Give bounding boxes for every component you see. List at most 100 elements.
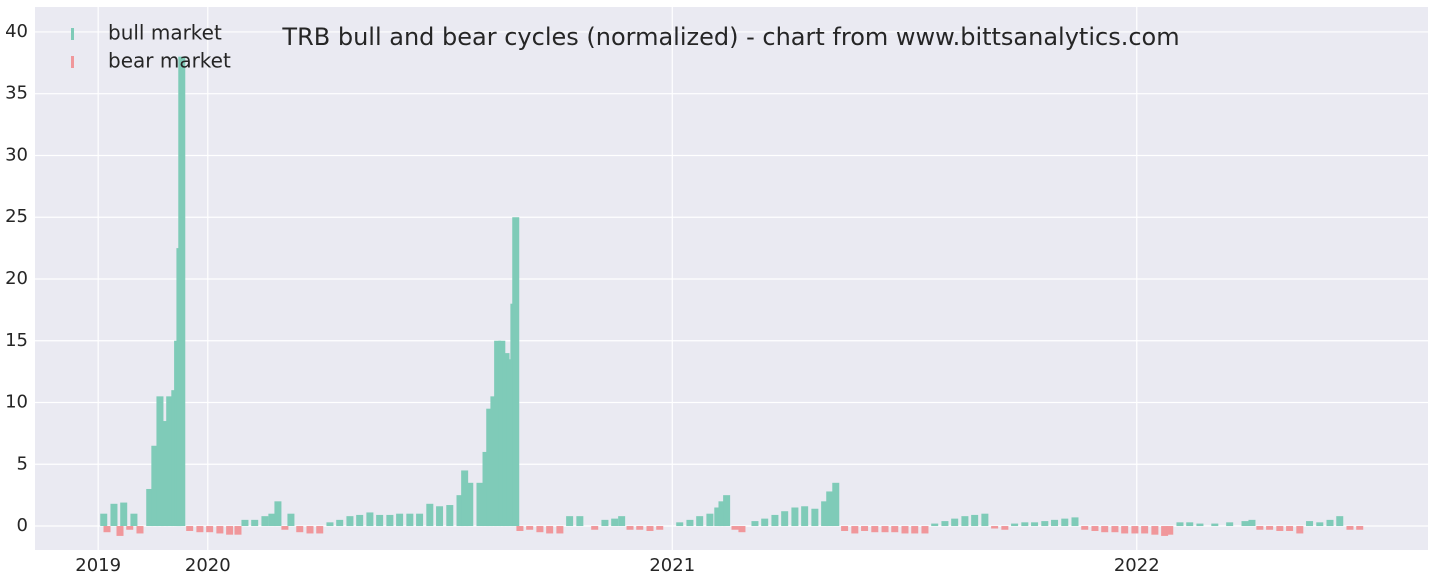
- bar: [1241, 521, 1249, 527]
- bar: [1051, 519, 1059, 527]
- bar: [1111, 526, 1119, 533]
- x-tick-label: 2019: [75, 555, 121, 576]
- bar: [346, 516, 354, 527]
- y-tick-label: 15: [5, 330, 28, 351]
- bar: [226, 526, 234, 535]
- bar: [646, 526, 654, 531]
- bar: [366, 512, 374, 527]
- bar: [841, 526, 849, 531]
- chart-title: TRB bull and bear cycles (normalized) - …: [281, 23, 1179, 51]
- bar: [611, 518, 619, 527]
- bar: [1346, 526, 1354, 530]
- bar: [446, 505, 454, 527]
- bar: [512, 217, 520, 527]
- bar: [781, 511, 789, 527]
- bar: [482, 451, 490, 527]
- bar: [216, 526, 224, 534]
- bar: [251, 519, 259, 527]
- bar: [718, 501, 726, 527]
- bar: [526, 526, 534, 530]
- bar: [1151, 526, 1159, 535]
- legend-marker: [71, 56, 74, 68]
- bar: [406, 513, 414, 527]
- bar: [486, 408, 494, 527]
- bar: [234, 526, 242, 535]
- bar: [771, 514, 779, 527]
- y-tick-label: 20: [5, 268, 28, 289]
- bar: [336, 519, 344, 527]
- bar: [116, 526, 124, 536]
- bar: [1121, 526, 1129, 534]
- bar: [961, 516, 969, 527]
- bar: [1306, 521, 1314, 527]
- y-tick-label: 35: [5, 83, 28, 104]
- y-tick-label: 25: [5, 206, 28, 227]
- bar: [436, 506, 444, 527]
- bar: [461, 470, 469, 527]
- bar: [261, 516, 269, 527]
- bar: [1286, 526, 1294, 531]
- bar: [832, 482, 840, 527]
- bar: [502, 353, 510, 527]
- bar: [490, 396, 498, 527]
- x-tick-label: 2020: [185, 555, 231, 576]
- bar: [456, 495, 464, 527]
- bar: [971, 514, 979, 527]
- bar: [1336, 516, 1344, 527]
- bar: [516, 526, 524, 531]
- bar: [1256, 526, 1264, 530]
- bar: [1031, 522, 1039, 527]
- bar: [306, 526, 314, 534]
- bar: [826, 491, 834, 527]
- bar: [1081, 526, 1089, 530]
- bar: [1001, 526, 1009, 530]
- bar: [498, 340, 506, 527]
- bar: [1041, 521, 1049, 527]
- bar: [751, 521, 759, 527]
- legend-marker: [71, 28, 74, 40]
- bar: [901, 526, 909, 534]
- bar: [196, 526, 204, 533]
- bar: [566, 516, 574, 527]
- bar: [536, 526, 544, 533]
- bar: [136, 526, 144, 534]
- bar: [466, 482, 474, 527]
- bar: [696, 516, 704, 527]
- bar: [714, 507, 722, 527]
- bar: [618, 516, 626, 527]
- bar: [1356, 526, 1364, 530]
- bar: [1141, 526, 1149, 534]
- bar: [110, 503, 118, 527]
- bar: [130, 513, 138, 527]
- bar: [676, 522, 684, 527]
- bar: [396, 513, 404, 527]
- bar: [871, 526, 879, 533]
- bar: [636, 526, 644, 530]
- bar: [376, 514, 384, 527]
- bar: [591, 526, 599, 530]
- bar: [626, 526, 634, 530]
- bar: [851, 526, 859, 534]
- bar: [1226, 522, 1234, 527]
- bar: [274, 501, 282, 527]
- bar: [241, 519, 249, 527]
- bar: [156, 396, 164, 527]
- bar: [146, 488, 154, 527]
- bar: [931, 523, 939, 527]
- y-tick-label: 30: [5, 144, 28, 165]
- y-tick-label: 5: [17, 453, 28, 474]
- bar: [178, 56, 186, 527]
- bar: [1186, 522, 1194, 527]
- bar: [281, 526, 289, 530]
- bar: [951, 518, 959, 527]
- bar: [686, 519, 694, 527]
- bar: [100, 513, 108, 527]
- y-tick-label: 10: [5, 392, 28, 413]
- bar: [1276, 526, 1284, 531]
- bar: [861, 526, 869, 531]
- bar: [151, 445, 159, 527]
- bar: [601, 519, 609, 527]
- bar: [326, 522, 334, 527]
- bar: [706, 513, 714, 527]
